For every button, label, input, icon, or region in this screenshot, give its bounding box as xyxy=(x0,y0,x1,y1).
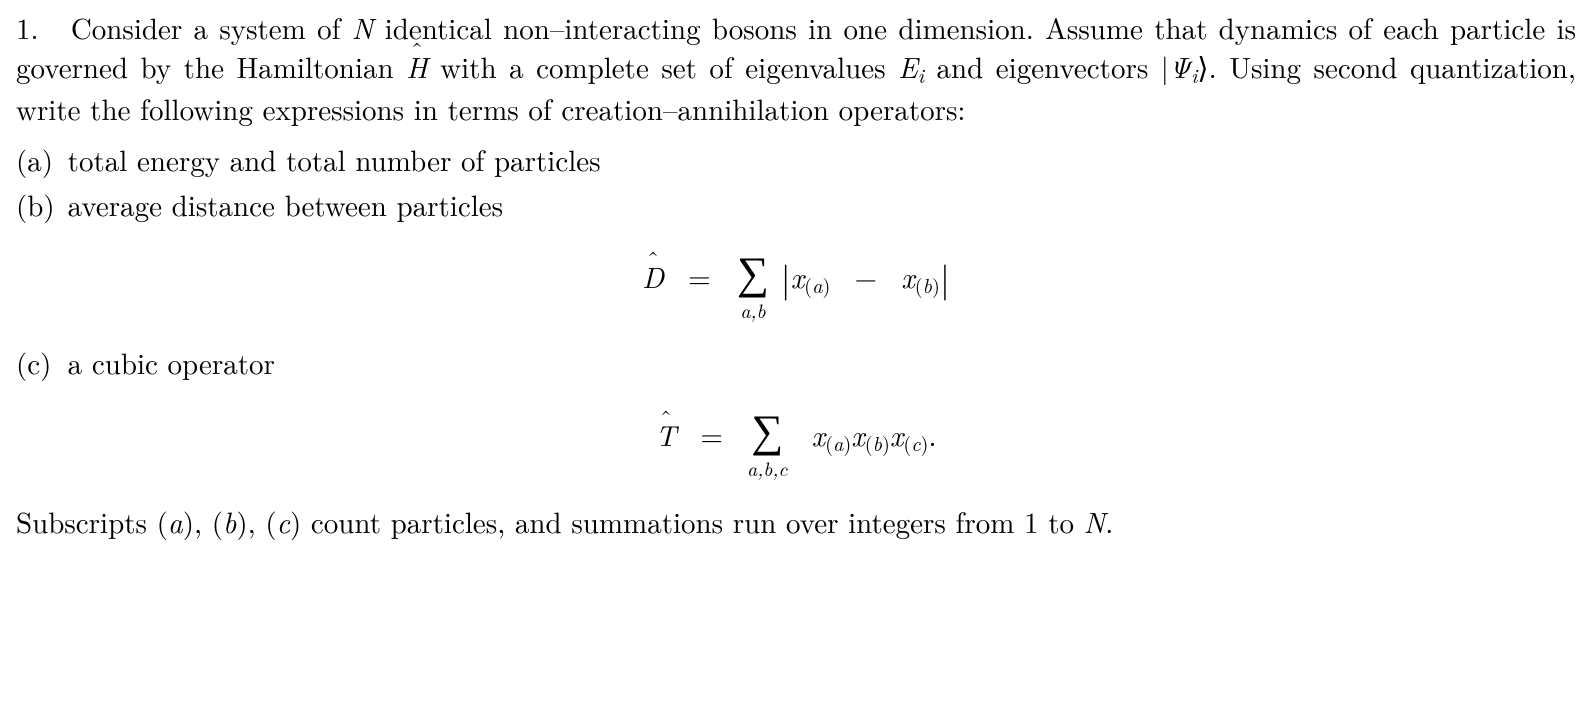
footer-pre: Subscripts xyxy=(16,501,157,542)
part-b-label: (b) xyxy=(16,185,58,224)
x-a: x xyxy=(791,256,804,297)
sub-a: (a) xyxy=(804,270,830,299)
abs-close: | xyxy=(940,251,950,303)
D-hat-symbol: ˆD xyxy=(642,257,664,296)
minus-sign: − xyxy=(855,256,878,297)
equals-sign: = xyxy=(700,414,723,455)
sub-a-2: (a) xyxy=(825,428,851,457)
footer-post: . xyxy=(1105,501,1113,542)
equals-sign: = xyxy=(688,256,711,297)
equation-D: ˆD = ∑ a,b |x(a) − x(b)| xyxy=(16,240,1576,323)
x-b: x xyxy=(901,256,914,297)
var-N: N xyxy=(352,7,374,48)
sub-c: (c) xyxy=(903,428,928,457)
footer-N: N xyxy=(1084,501,1106,542)
sub-b: (b) xyxy=(915,270,940,299)
intro-text-4: and eigenvectors xyxy=(924,46,1161,87)
part-b: (b) average distance between particles xyxy=(16,185,1576,224)
footer-labels: (a), (b), (c) xyxy=(157,501,302,542)
problem-intro: 1. Consider a system of N identical non–… xyxy=(16,8,1576,128)
x-c: x xyxy=(890,414,903,455)
intro-text-3: with a complete set of eigenvalues xyxy=(428,46,898,87)
footer-note: Subscripts (a), (b), (c) count particles… xyxy=(16,502,1576,541)
part-a-text: total energy and total number of particl… xyxy=(68,139,601,180)
eigenvalue-Ei: Ei xyxy=(898,46,924,87)
part-c: (c) a cubic operator xyxy=(16,343,1576,382)
part-c-text: a cubic operator xyxy=(68,342,275,383)
equation-T: ˆT = ∑ a,b,c x(a)x(b)x(c). xyxy=(16,398,1576,481)
T-hat-symbol: ˆT xyxy=(655,415,676,454)
eigenvector-ket-psi-i: |Ψi⟩ xyxy=(1161,46,1209,87)
problem-number: 1. xyxy=(16,7,39,48)
part-b-text: average distance between particles xyxy=(68,184,503,225)
footer-mid: count particles, and summations run over… xyxy=(301,501,1083,542)
sub-b-2: (b) xyxy=(865,428,890,457)
x-b-2: x xyxy=(851,414,864,455)
x-a-2: x xyxy=(812,414,825,455)
part-c-label: (c) xyxy=(16,343,58,382)
abs-open: | xyxy=(781,251,791,303)
problem-page: 1. Consider a system of N identical non–… xyxy=(0,0,1592,549)
hamiltonian-H-hat: ˆĤH xyxy=(406,47,428,86)
part-a-label: (a) xyxy=(16,140,58,179)
sum-over-abc: ∑ a,b,c xyxy=(747,398,787,481)
intro-text-1: Consider a system of xyxy=(71,7,352,48)
part-a: (a) total energy and total number of par… xyxy=(16,140,1576,179)
sum-over-ab: ∑ a,b xyxy=(735,240,771,323)
eq-period: . xyxy=(928,414,936,455)
